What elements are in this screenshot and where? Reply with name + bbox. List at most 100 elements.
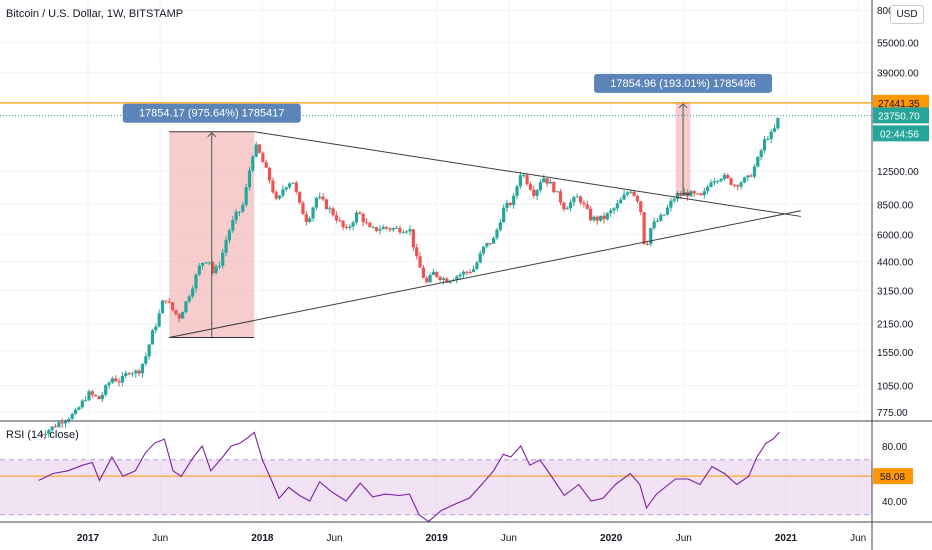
candle-body	[518, 175, 522, 187]
candle-body	[471, 269, 476, 272]
candle-body	[40, 434, 44, 436]
candle-body	[605, 213, 609, 220]
time-tick-label: Jun	[152, 533, 168, 544]
measurement-callout-box[interactable]	[594, 73, 773, 93]
time-tick-label: Jun	[850, 533, 866, 544]
candle-body	[401, 232, 405, 234]
price-axis[interactable]: 80000.0055000.0039000.0012500.008500.006…	[877, 6, 919, 419]
candle-body	[542, 178, 546, 183]
candle-body	[164, 300, 168, 302]
candle-body	[729, 178, 733, 185]
candle-body	[338, 220, 342, 222]
candle-body	[435, 271, 439, 277]
candle-body	[73, 409, 78, 414]
price-tick-label: 3150.00	[877, 286, 914, 297]
candle-body	[418, 256, 422, 268]
triangle-trendline[interactable]	[169, 210, 801, 339]
candle-body	[405, 231, 409, 233]
candle-body	[525, 175, 529, 185]
rsi-band	[0, 459, 872, 516]
candle-body	[201, 263, 205, 266]
candle-body	[595, 216, 599, 221]
candle-body	[629, 191, 633, 193]
candle-body	[177, 314, 181, 319]
currency-button[interactable]: USD	[890, 5, 924, 24]
trendlines[interactable]	[169, 131, 801, 339]
candle-body	[622, 194, 626, 200]
candle-body	[254, 144, 258, 157]
candle-body	[318, 196, 322, 198]
candle-body	[689, 191, 693, 197]
candle-body	[197, 265, 201, 275]
candle-body	[351, 222, 355, 227]
measurement-callout-label[interactable]: 17854.17 (975.64%) 1785417	[139, 108, 285, 120]
candle-body	[324, 199, 328, 210]
candle-body	[224, 240, 228, 253]
candle-body	[358, 212, 362, 214]
candle-body	[699, 193, 703, 196]
candle-body	[50, 426, 54, 431]
candle-body	[321, 196, 325, 200]
candle-body	[706, 186, 710, 192]
candle-body	[154, 326, 158, 331]
candle-body	[97, 396, 101, 400]
candle-body	[364, 222, 369, 224]
candle-body	[87, 391, 91, 401]
candle-body	[759, 150, 763, 157]
candle-body	[140, 363, 145, 374]
candle-body	[60, 422, 64, 424]
candle-body	[739, 182, 743, 187]
candle-body	[134, 370, 138, 374]
candle-body	[184, 301, 188, 313]
time-tick-label: 2017	[77, 533, 100, 544]
candle-body	[485, 242, 489, 247]
measurement-callout-label[interactable]: 17854.96 (193.01%) 1785496	[610, 78, 756, 90]
time-tick-label: 2018	[251, 533, 274, 544]
candle-body	[548, 181, 553, 184]
candle-body	[308, 218, 312, 222]
time-tick-label: Jun	[676, 533, 692, 544]
candle-body	[428, 275, 432, 283]
candle-body	[354, 212, 359, 223]
triangle-trendline[interactable]	[254, 131, 801, 217]
rsi-current-tag	[873, 468, 913, 485]
candle-body	[468, 271, 472, 273]
candle-body	[639, 201, 643, 213]
measurement-callouts[interactable]: 17854.17 (975.64%) 1785417 17854.96 (193.…	[122, 73, 773, 123]
candle-body	[234, 211, 238, 221]
candle-body	[726, 174, 730, 179]
candle-body	[187, 296, 191, 302]
candle-body	[388, 228, 392, 230]
candle-body	[57, 422, 61, 427]
price-tick-label: 775.00	[877, 408, 908, 419]
candle-body	[331, 208, 335, 216]
candle-body	[261, 152, 265, 163]
candle-body	[756, 156, 760, 167]
candle-body	[314, 197, 318, 208]
candle-body	[244, 187, 248, 205]
rsi-axis[interactable]: 80.00 40.00	[882, 442, 907, 508]
candle-body	[461, 271, 466, 275]
time-axis[interactable]: 2017 Jun 2018 Jun 2019 Jun 2020 Jun 2021 Jun	[77, 533, 866, 544]
candle-body	[304, 214, 308, 222]
candle-body	[214, 266, 218, 273]
candle-body	[421, 267, 425, 278]
candle-body	[455, 276, 459, 280]
candle-body	[769, 131, 773, 139]
candle-body	[411, 229, 415, 248]
candle-body	[602, 215, 606, 220]
candle-body	[585, 204, 589, 209]
candle-body	[762, 139, 767, 151]
candle-body	[241, 204, 245, 212]
time-tick-label: Jun	[326, 533, 342, 544]
candle-body	[301, 202, 305, 215]
candle-body	[311, 207, 315, 219]
rsi-band-fill	[0, 459, 872, 515]
candle-body	[67, 418, 71, 422]
candle-body	[478, 253, 482, 263]
candle-body	[194, 274, 198, 289]
measurement-callout-box[interactable]	[122, 103, 301, 123]
candle-body	[294, 182, 298, 192]
